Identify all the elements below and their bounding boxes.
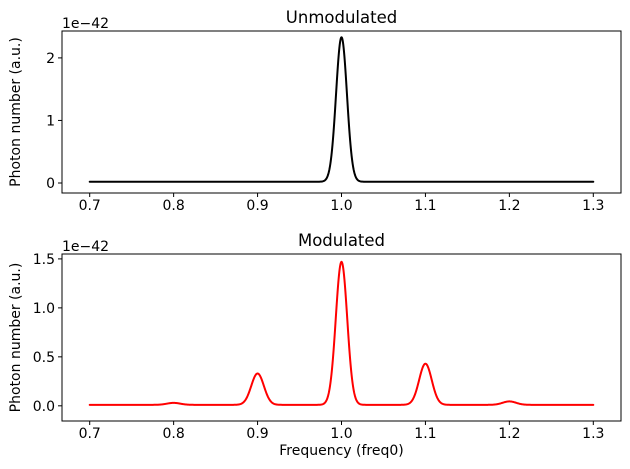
line-series-modulated	[88, 260, 595, 406]
x-tick-label: 0.8	[162, 198, 184, 214]
y-axis-label: Photon number (a.u.)	[8, 37, 24, 187]
x-tick-label: 1.2	[498, 198, 520, 214]
y-axis-label: Photon number (a.u.)	[8, 263, 24, 413]
y-tick-label: 2	[46, 51, 55, 67]
y-axis-offset-text: 1e−42	[62, 239, 109, 255]
x-tick-label: 1.1	[414, 198, 436, 214]
x-axis-label: Frequency (freq0)	[279, 443, 403, 459]
x-tick-label: 0.8	[162, 426, 184, 442]
line-series-unmodulated	[88, 36, 595, 183]
x-tick-label: 0.9	[246, 198, 268, 214]
x-tick-label: 1.3	[582, 426, 604, 442]
y-tick-label: 1	[46, 113, 55, 129]
x-tick-label: 1.2	[498, 426, 520, 442]
axes-title: Unmodulated	[286, 8, 397, 27]
x-tick-label: 1.1	[414, 426, 436, 442]
x-tick-label: 0.7	[79, 426, 101, 442]
y-tick-label: 0.0	[33, 399, 55, 415]
y-tick-label: 1.5	[33, 252, 55, 268]
x-tick-label: 1.0	[330, 198, 352, 214]
y-axis-offset-text: 1e−42	[62, 16, 109, 32]
y-tick-label: 0	[46, 176, 55, 192]
x-tick-label: 1.0	[330, 426, 352, 442]
y-tick-label: 1.0	[33, 301, 55, 317]
y-tick-label: 0.5	[33, 350, 55, 366]
axes-title: Modulated	[298, 231, 385, 250]
axes-spines	[61, 253, 622, 422]
x-tick-label: 0.9	[246, 426, 268, 442]
x-tick-label: 1.3	[582, 198, 604, 214]
axes-spines	[61, 30, 622, 194]
x-tick-label: 0.7	[79, 198, 101, 214]
